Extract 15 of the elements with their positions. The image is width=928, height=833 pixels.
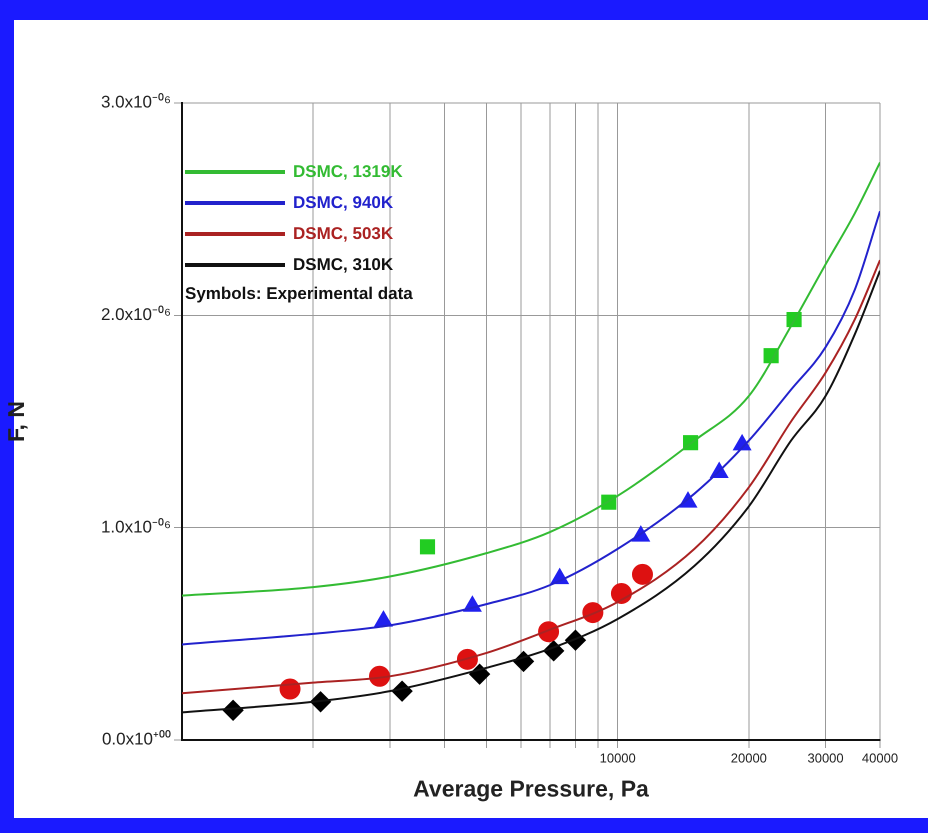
y-tick-label: 1.0x10⁻⁰⁶ xyxy=(100,517,171,536)
x-tick-label: 10000 xyxy=(600,750,636,766)
y-tick-label: 0.0x10⁺⁰⁰ xyxy=(102,730,171,749)
text: DSMC, 1319K xyxy=(293,161,403,183)
x-tick-label: 30000 xyxy=(807,750,844,766)
x-tick-label: 40000 xyxy=(862,750,898,766)
text: DSMC, 503K xyxy=(293,223,394,245)
annotation: Symbols: Experimental data xyxy=(185,283,413,305)
text: DSMC, 310K xyxy=(293,254,394,276)
x-axis-title: Average Pressure, Pa xyxy=(413,776,650,802)
x-tick-label: 20000 xyxy=(730,750,767,766)
text: DSMC, 940K xyxy=(293,192,394,214)
y-tick-label: 3.0x10⁻⁰⁶ xyxy=(100,92,171,112)
y-tick-label: 2.0x10⁻⁰⁶ xyxy=(100,305,171,324)
y-axis-title: F, N xyxy=(3,401,30,442)
